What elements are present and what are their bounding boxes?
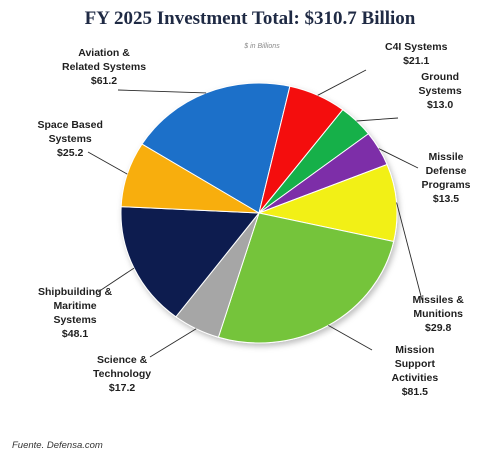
slice-label: Missiles & Munitions $29.8 xyxy=(413,293,464,335)
leader-line xyxy=(87,151,128,175)
slice-label-line: Mission xyxy=(395,344,435,356)
slice-label-line: Missiles & xyxy=(412,294,464,306)
slice-label-line: C4I Systems xyxy=(385,41,448,53)
slice-label-line: Defense xyxy=(425,165,467,177)
leader-line xyxy=(378,148,419,169)
slice-label: Ground Systems $13.0 xyxy=(419,70,462,112)
slice-label: Science & Technology $17.2 xyxy=(93,353,151,395)
slice-value-label: $17.2 xyxy=(108,382,136,394)
leader-line xyxy=(149,328,197,358)
slice-value-label: $13.0 xyxy=(426,99,454,111)
slice-label: Space Based Systems $25.2 xyxy=(38,118,103,160)
leader-line xyxy=(328,325,373,351)
slice-label-line: Systems xyxy=(48,133,92,145)
slice-value-label: $81.5 xyxy=(401,386,428,398)
pie-slice-space-based-systems xyxy=(120,143,260,214)
pie-slice-missiles-munitions xyxy=(257,163,398,243)
pie-slice-aviation-related-systems xyxy=(141,82,291,214)
slice-label-line: Programs xyxy=(421,179,471,191)
slice-label-line: Aviation & xyxy=(78,47,130,59)
pie-slice-mission-support-activities xyxy=(217,212,395,344)
slice-label-line: Technology xyxy=(93,368,152,380)
slice-label-line: Space Based xyxy=(37,119,103,131)
slice-label-line: Maritime xyxy=(53,300,97,312)
slice-label-line: Related Systems xyxy=(62,61,147,73)
pie-slice-shipbuilding-maritime-systems xyxy=(120,206,261,318)
slice-label: Aviation & Related Systems $61.2 xyxy=(62,46,146,88)
slice-value-label: $29.8 xyxy=(425,322,452,334)
slice-value-label: $25.2 xyxy=(57,147,84,159)
slice-label: C4I Systems $21.1 xyxy=(385,40,447,68)
slice-label: Mission Support Activities $81.5 xyxy=(392,343,439,399)
slice-value-label: $13.5 xyxy=(432,193,460,205)
slice-label-line: Science & xyxy=(96,354,148,366)
leader-line xyxy=(317,69,367,96)
slice-label-line: Systems xyxy=(418,85,462,97)
leader-line xyxy=(97,267,135,293)
slice-value-label: $21.1 xyxy=(403,55,430,67)
slice-label-line: Systems xyxy=(53,314,97,326)
slice-label-line: Activities xyxy=(391,372,439,384)
slice-value-label: $48.1 xyxy=(61,328,89,340)
chart-title: FY 2025 Investment Total: $310.7 Billion xyxy=(84,8,416,29)
slice-label-line: Support xyxy=(394,358,435,370)
slice-label: Missile Defense Programs $13.5 xyxy=(422,150,471,206)
source-note: Fuente. Defensa.com xyxy=(12,440,103,451)
slice-label: Shipbuilding & Maritime Systems $48.1 xyxy=(38,285,112,341)
leader-line xyxy=(356,117,399,122)
slice-value-label: $61.2 xyxy=(90,75,118,87)
slice-label-line: Shipbuilding & xyxy=(38,286,113,298)
slice-label-line: Ground xyxy=(421,71,460,83)
leader-line xyxy=(117,89,207,94)
slice-label-line: Munitions xyxy=(413,308,463,320)
leader-line xyxy=(396,202,423,301)
unit-note: $ in Billions xyxy=(244,43,280,50)
slice-label-line: Missile xyxy=(428,151,464,163)
